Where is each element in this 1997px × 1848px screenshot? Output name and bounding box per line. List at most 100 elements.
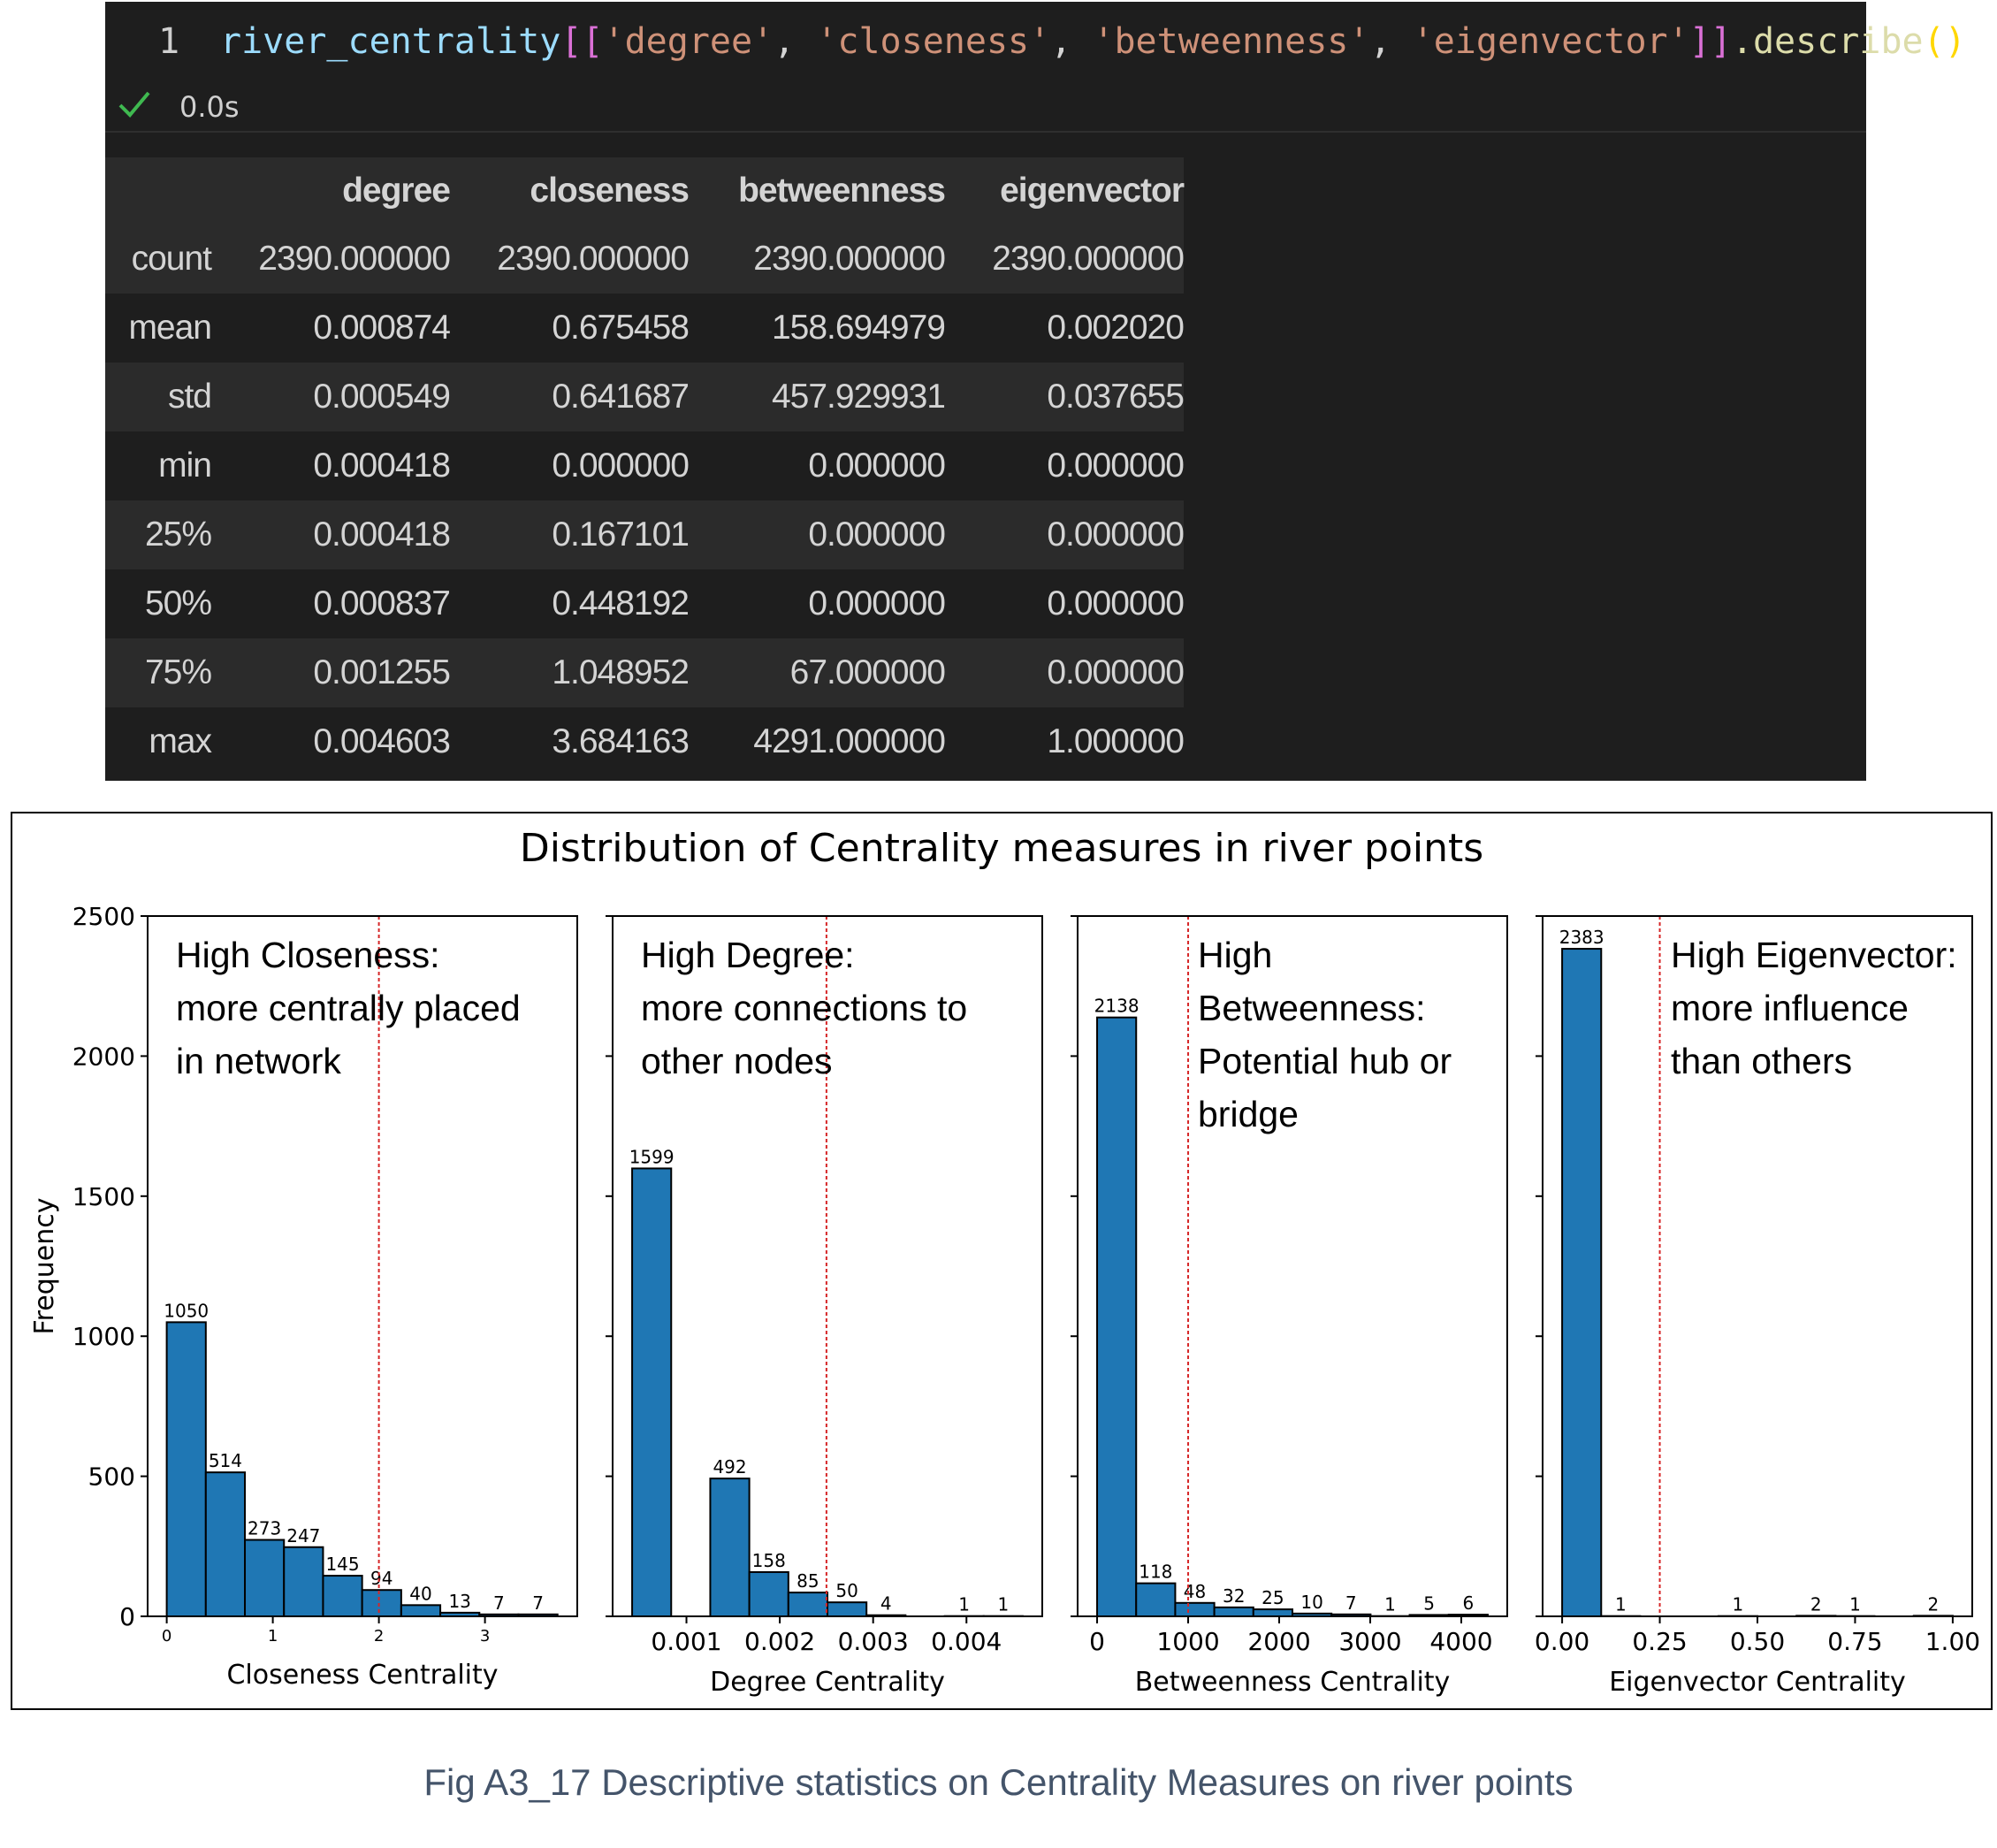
x-axis-label: Degree Centrality xyxy=(710,1667,945,1698)
chart-frame: Distribution of Centrality measures in r… xyxy=(11,812,1993,1710)
x-axis-label: Betweenness Centrality xyxy=(1135,1667,1451,1698)
table-cell: 0.000000 xyxy=(450,431,690,500)
code-token: ]] xyxy=(1688,21,1732,62)
panel-annotation: than others xyxy=(1671,1041,1852,1081)
bar-value-label: 1599 xyxy=(629,1146,675,1167)
row-label: count xyxy=(105,225,212,294)
panel-annotation: High Degree: xyxy=(641,935,855,975)
line-number: 1 xyxy=(158,21,180,62)
code-token: () xyxy=(1923,21,1966,62)
y-tick-label: 2500 xyxy=(72,902,135,931)
table-cell: 0.448192 xyxy=(450,569,690,638)
bar-value-label: 5 xyxy=(1423,1592,1435,1614)
bar-value-label: 6 xyxy=(1462,1592,1474,1614)
histogram-bar xyxy=(361,1589,402,1618)
table-cell: 0.037655 xyxy=(945,363,1185,431)
bar-value-label: 10 xyxy=(1300,1592,1322,1613)
table-cell: 0.000000 xyxy=(689,431,946,500)
x-tick-label: 0.50 xyxy=(1730,1627,1785,1656)
histogram-bar xyxy=(244,1539,286,1618)
histogram-bar xyxy=(283,1546,324,1618)
describe-table: degree closeness betweenness eigenvector… xyxy=(105,157,1185,776)
table-cell: 67.000000 xyxy=(689,638,946,707)
bar-value-label: 514 xyxy=(209,1450,242,1471)
bar-value-label: 492 xyxy=(713,1456,746,1478)
table-header-cell: degree xyxy=(211,157,451,225)
table-cell: 2390.000000 xyxy=(211,225,451,294)
x-tick-label: 0 xyxy=(1089,1627,1105,1656)
bar-value-label: 1050 xyxy=(164,1300,209,1321)
bar-value-label: 7 xyxy=(1345,1592,1357,1614)
table-cell: 0.000000 xyxy=(945,500,1185,569)
histogram-bar xyxy=(1561,948,1603,1617)
x-tick-label: 1.00 xyxy=(1925,1627,1980,1656)
row-label: 50% xyxy=(105,569,212,638)
table-cell: 0.004603 xyxy=(211,707,451,776)
panel-annotation: other nodes xyxy=(641,1041,833,1081)
table-row: std 0.000549 0.641687 457.929931 0.037655 xyxy=(105,363,1185,431)
table-cell: 1.048952 xyxy=(450,638,690,707)
code-token: [[ xyxy=(560,21,604,62)
panel-frame xyxy=(1077,915,1508,1617)
y-tick-label: 1000 xyxy=(72,1322,135,1351)
x-tick-label: 0.75 xyxy=(1827,1627,1882,1656)
bar-value-label: 2138 xyxy=(1094,996,1140,1017)
code-token: , xyxy=(1369,21,1413,62)
check-icon xyxy=(118,91,150,118)
bar-value-label: 85 xyxy=(797,1570,819,1592)
row-label: max xyxy=(105,707,212,776)
table-cell: 0.641687 xyxy=(450,363,690,431)
row-label: 25% xyxy=(105,500,212,569)
code-line[interactable]: 1 river_centrality[['degree', 'closeness… xyxy=(105,2,1966,81)
code-token: 'closeness' xyxy=(816,21,1051,62)
bar-value-label: 48 xyxy=(1184,1581,1206,1602)
x-tick-label: 0.004 xyxy=(931,1627,1002,1656)
bar-value-label: 1 xyxy=(1849,1594,1861,1615)
panel-frame xyxy=(147,915,578,1617)
x-tick-label: 1 xyxy=(268,1627,278,1646)
table-cell: 0.000000 xyxy=(689,500,946,569)
histogram-bar xyxy=(165,1321,207,1617)
x-tick-label: 0.001 xyxy=(651,1627,721,1656)
code-token: 'degree' xyxy=(603,21,774,62)
table-cell: 0.000418 xyxy=(211,500,451,569)
bar-value-label: 32 xyxy=(1223,1585,1245,1607)
y-axis-label: Frequency xyxy=(29,1198,60,1335)
bar-value-label: 1 xyxy=(1384,1594,1396,1615)
row-label: 75% xyxy=(105,638,212,707)
code-token: .describe xyxy=(1731,21,1924,62)
x-tick-label: 4000 xyxy=(1429,1627,1492,1656)
bar-value-label: 2 xyxy=(1810,1593,1822,1615)
panel-annotation: more influence xyxy=(1671,988,1909,1028)
histogram-bar xyxy=(1135,1582,1177,1618)
x-tick-label: 2000 xyxy=(1247,1627,1310,1656)
notebook-cell: 1 river_centrality[['degree', 'closeness… xyxy=(105,2,1966,781)
histogram-bar xyxy=(1174,1601,1216,1617)
table-cell: 2390.000000 xyxy=(450,225,690,294)
x-axis-label: Eigenvector Centrality xyxy=(1609,1667,1906,1698)
table-header-cell: eigenvector xyxy=(945,157,1185,225)
histogram-bar xyxy=(787,1592,828,1618)
panel-annotation: High Eigenvector: xyxy=(1671,935,1957,975)
table-cell: 0.002020 xyxy=(945,294,1185,363)
table-header-cell: closeness xyxy=(450,157,690,225)
bar-value-label: 50 xyxy=(835,1580,857,1601)
x-tick-label: 1000 xyxy=(1156,1627,1219,1656)
x-tick-label: 0.25 xyxy=(1632,1627,1687,1656)
bar-value-label: 1 xyxy=(1615,1594,1627,1615)
table-header-cell xyxy=(105,157,211,225)
histogram-chart: Distribution of Centrality measures in r… xyxy=(29,826,1980,1698)
bar-value-label: 94 xyxy=(370,1568,393,1589)
code-token: , xyxy=(1050,21,1094,62)
table-cell: 4291.000000 xyxy=(689,707,946,776)
bar-value-label: 4 xyxy=(880,1593,892,1615)
histogram-bar xyxy=(1213,1606,1254,1618)
table-cell: 0.000000 xyxy=(945,431,1185,500)
x-tick-label: 0.00 xyxy=(1535,1627,1589,1656)
table-row: min 0.000418 0.000000 0.000000 0.000000 xyxy=(105,431,1185,500)
table-cell: 0.675458 xyxy=(450,294,690,363)
table-row: max 0.004603 3.684163 4291.000000 1.000000 xyxy=(105,707,1185,776)
table-cell: 0.167101 xyxy=(450,500,690,569)
histogram-bar xyxy=(631,1167,673,1617)
panel-annotation: more connections to xyxy=(641,988,967,1028)
